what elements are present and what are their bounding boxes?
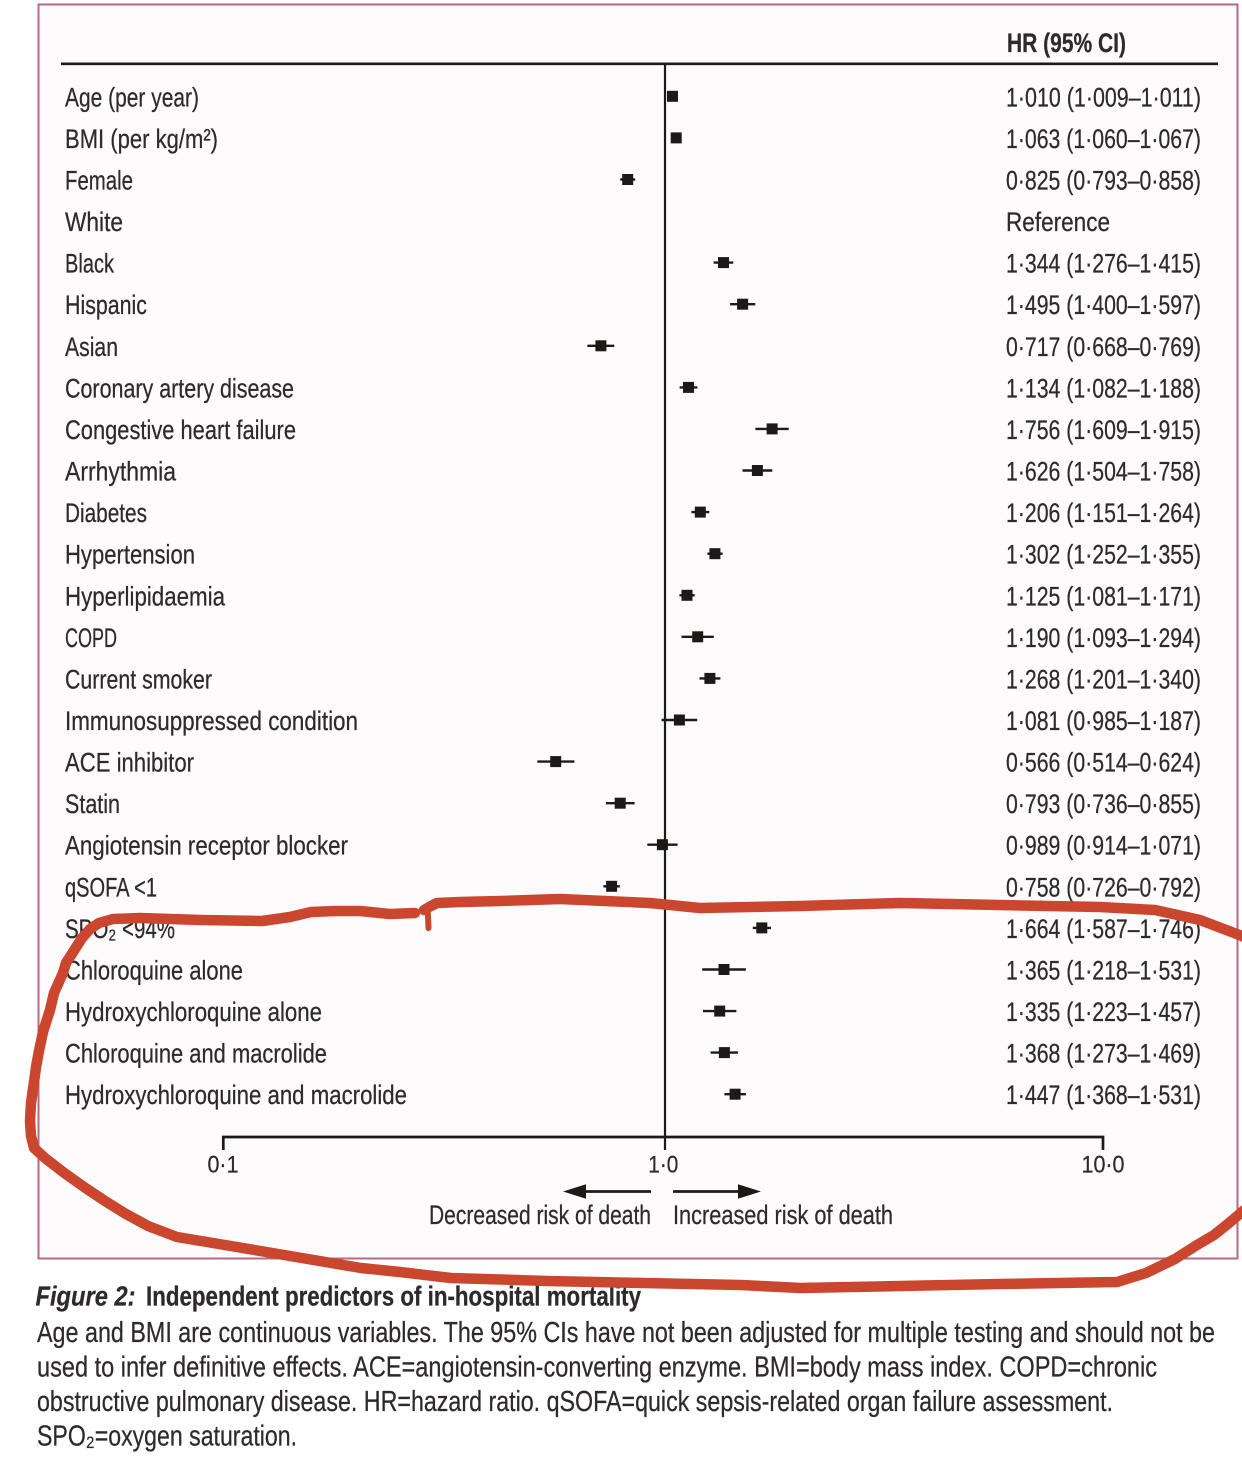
svg-text:0·717 (0·668–0·769): 0·717 (0·668–0·769) (1006, 332, 1201, 362)
svg-text:Current smoker: Current smoker (65, 664, 212, 694)
svg-text:Female: Female (65, 166, 133, 196)
svg-text:0·566 (0·514–0·624): 0·566 (0·514–0·624) (1006, 748, 1201, 778)
svg-text:1·0: 1·0 (648, 1152, 678, 1179)
svg-text:White: White (65, 207, 123, 237)
svg-text:Reference: Reference (1006, 207, 1110, 237)
svg-text:Age and BMI are continuous var: Age and BMI are continuous variables. Th… (37, 1317, 1215, 1349)
svg-text:Immunosuppressed condition: Immunosuppressed condition (65, 706, 358, 736)
svg-text:Hyperlipidaemia: Hyperlipidaemia (65, 581, 226, 611)
svg-text:1·190 (1·093–1·294): 1·190 (1·093–1·294) (1006, 623, 1201, 653)
svg-text:Chloroquine and macrolide: Chloroquine and macrolide (65, 1039, 327, 1069)
svg-text:1·010 (1·009–1·011): 1·010 (1·009–1·011) (1006, 82, 1201, 112)
svg-text:Hydroxychloroquine alone: Hydroxychloroquine alone (65, 997, 322, 1027)
svg-text:Congestive heart failure: Congestive heart failure (65, 415, 296, 445)
svg-text:ACE inhibitor: ACE inhibitor (65, 748, 194, 778)
svg-text:1·302 (1·252–1·355): 1·302 (1·252–1·355) (1006, 540, 1201, 570)
svg-text:Diabetes: Diabetes (65, 498, 147, 528)
svg-text:SPO₂=oxygen saturation.: SPO₂=oxygen saturation. (37, 1420, 297, 1452)
svg-text:1·365 (1·218–1·531): 1·365 (1·218–1·531) (1006, 956, 1201, 986)
svg-text:Decreased risk of death: Decreased risk of death (429, 1200, 651, 1230)
svg-text:0·758 (0·726–0·792): 0·758 (0·726–0·792) (1006, 872, 1201, 902)
svg-text:1·495 (1·400–1·597): 1·495 (1·400–1·597) (1006, 290, 1201, 320)
svg-text:1·756 (1·609–1·915): 1·756 (1·609–1·915) (1006, 415, 1201, 445)
svg-text:1·063 (1·060–1·067): 1·063 (1·060–1·067) (1006, 124, 1201, 154)
svg-text:Coronary artery disease: Coronary artery disease (65, 373, 294, 403)
svg-text:Chloroquine alone: Chloroquine alone (65, 956, 243, 986)
svg-text:Asian: Asian (65, 332, 118, 362)
svg-text:0·825 (0·793–0·858): 0·825 (0·793–0·858) (1006, 166, 1201, 196)
svg-text:1·664 (1·587–1·746): 1·664 (1·587–1·746) (1006, 914, 1201, 944)
svg-text:1·626 (1·504–1·758): 1·626 (1·504–1·758) (1006, 457, 1201, 487)
svg-text:1·081 (0·985–1·187): 1·081 (0·985–1·187) (1006, 706, 1201, 736)
svg-text:COPD: COPD (65, 623, 117, 653)
svg-text:Hydroxychloroquine and macroli: Hydroxychloroquine and macrolide (65, 1080, 407, 1110)
svg-text:1·206 (1·151–1·264): 1·206 (1·151–1·264) (1006, 498, 1201, 528)
svg-text:1·335 (1·223–1·457): 1·335 (1·223–1·457) (1006, 997, 1201, 1027)
svg-text:0·793 (0·736–0·855): 0·793 (0·736–0·855) (1006, 789, 1201, 819)
svg-text:10·0: 10·0 (1082, 1152, 1125, 1179)
svg-text:used to infer definitive effec: used to infer definitive effects. ACE=an… (37, 1351, 1157, 1383)
svg-text:Figure 2:: Figure 2: (36, 1281, 136, 1312)
svg-text:Hispanic: Hispanic (65, 290, 147, 320)
svg-text:Statin: Statin (65, 789, 120, 819)
svg-text:obstructive pulmonary disease.: obstructive pulmonary disease. HR=hazard… (37, 1386, 1113, 1418)
svg-text:Increased risk of death: Increased risk of death (673, 1200, 893, 1230)
svg-text:Age (per year): Age (per year) (65, 82, 199, 112)
svg-text:1·447 (1·368–1·531): 1·447 (1·368–1·531) (1006, 1080, 1201, 1110)
svg-text:Angiotensin receptor blocker: Angiotensin receptor blocker (65, 831, 348, 861)
svg-text:Hypertension: Hypertension (65, 540, 195, 570)
svg-text:1·134 (1·082–1·188): 1·134 (1·082–1·188) (1006, 373, 1201, 403)
svg-text:1·125 (1·081–1·171): 1·125 (1·081–1·171) (1006, 581, 1201, 611)
svg-text:1·344 (1·276–1·415): 1·344 (1·276–1·415) (1006, 249, 1201, 279)
svg-text:Black: Black (65, 249, 114, 279)
svg-text:1·368 (1·273–1·469): 1·368 (1·273–1·469) (1006, 1039, 1201, 1069)
svg-text:1·268 (1·201–1·340): 1·268 (1·201–1·340) (1006, 664, 1201, 694)
svg-text:HR (95% CI): HR (95% CI) (1007, 28, 1126, 58)
svg-text:BMI (per kg/m²): BMI (per kg/m²) (65, 124, 218, 154)
svg-text:0·1: 0·1 (208, 1152, 239, 1179)
svg-text:Arrhythmia: Arrhythmia (65, 457, 177, 487)
svg-text:qSOFA <1: qSOFA <1 (65, 872, 157, 902)
svg-text:0·989 (0·914–1·071): 0·989 (0·914–1·071) (1006, 831, 1201, 861)
